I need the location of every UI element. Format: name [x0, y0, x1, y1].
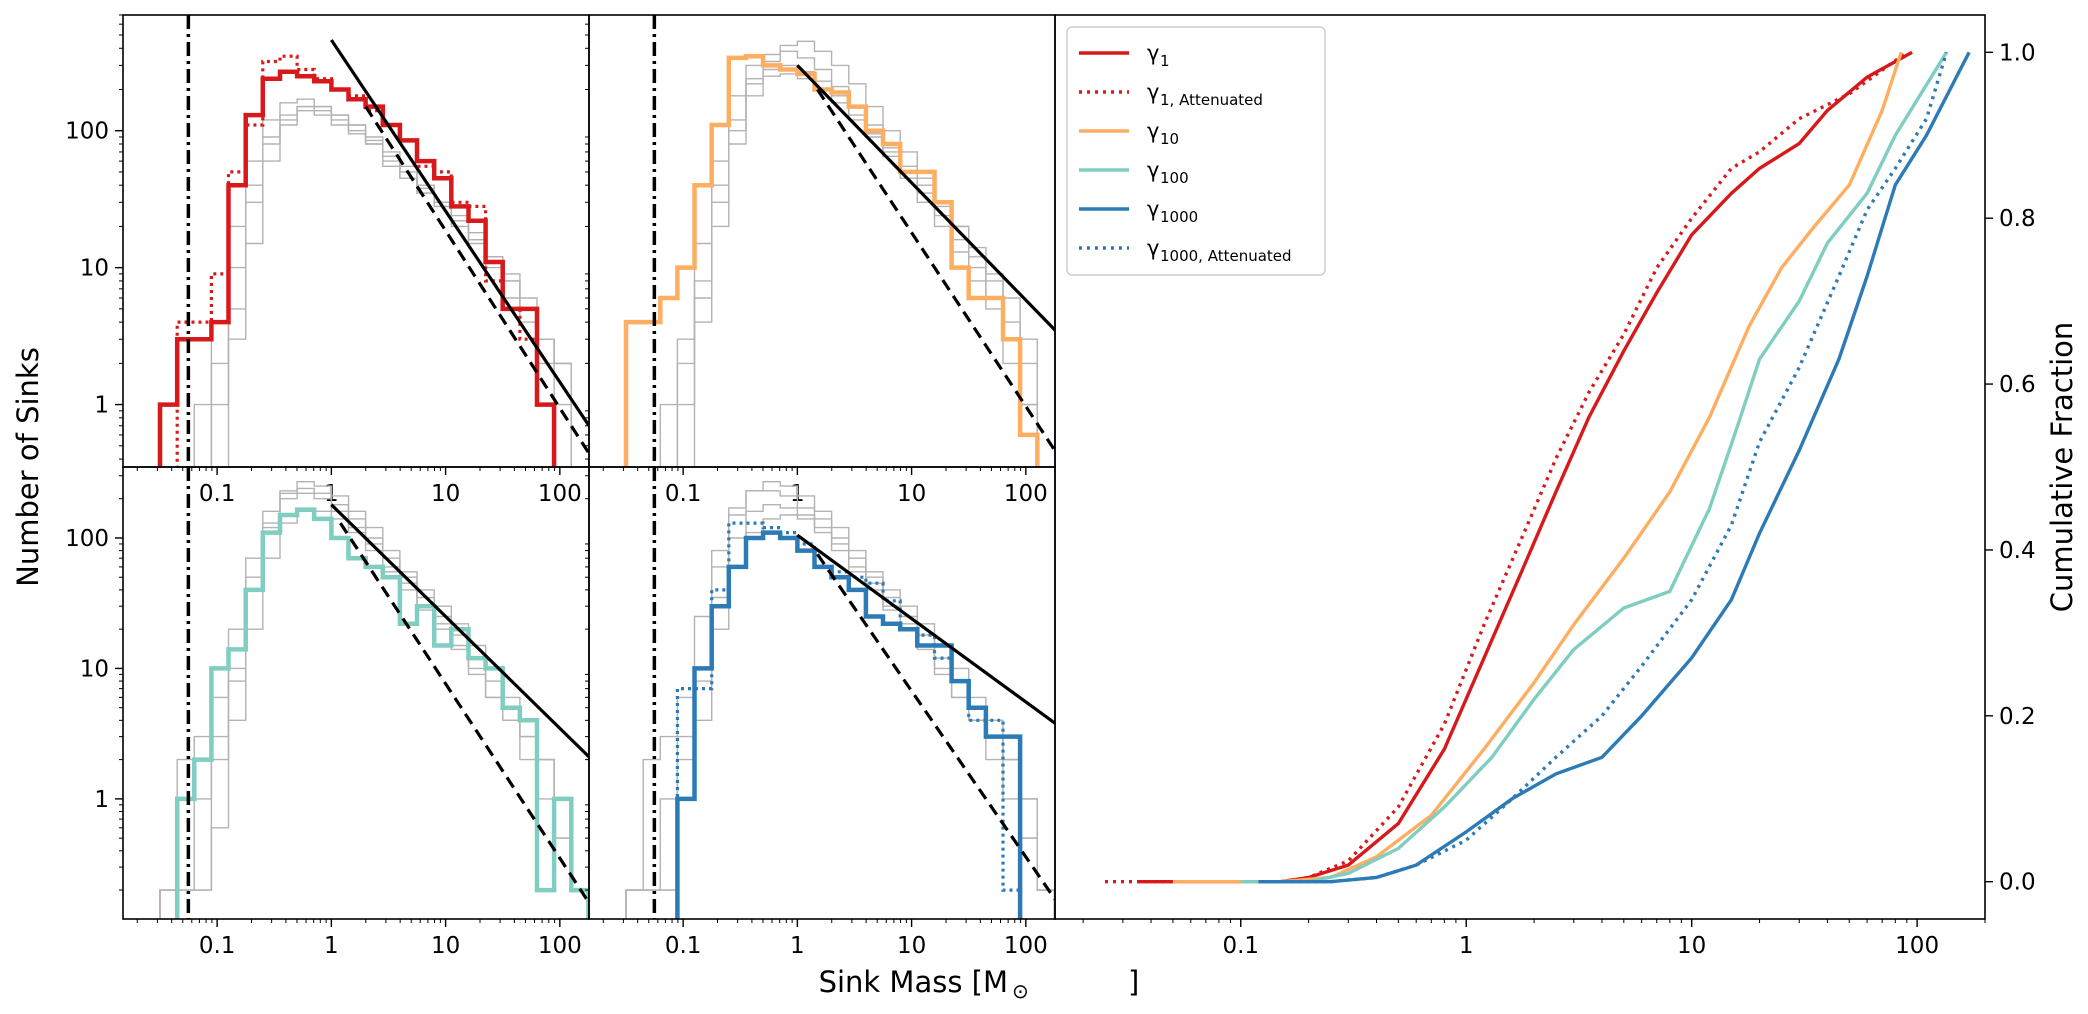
cdf-line-gamma1000	[1258, 51, 1971, 884]
legend-label-sub-gamma10: 10	[1160, 130, 1179, 148]
y-tick-label: 100	[65, 119, 109, 145]
y-tick-label-right: 0.2	[1999, 704, 2036, 730]
legend-label-gamma1: γ	[1147, 41, 1159, 65]
plot-area	[625, 467, 1055, 919]
x-tick-label: 1	[1459, 933, 1474, 959]
y-tick-label-right: 0.4	[1999, 538, 2036, 564]
power-law-fit-dashed	[364, 105, 589, 455]
power-law-fit-solid	[330, 503, 589, 758]
cdf-line-gamma1000_att	[1258, 51, 1949, 884]
y-tick-label: 1	[94, 787, 109, 813]
histogram-gamma1000_att-5	[675, 521, 1022, 919]
panel-bottom-left: 0.1 1 10 100 1 10 100	[65, 466, 590, 959]
panel-bottom-right: 0.1 1 10 100	[585, 466, 1056, 959]
x-tick-label: 10	[431, 933, 460, 959]
cdf-line-gamma1	[1138, 50, 1913, 884]
x-tick-label: 1	[790, 933, 805, 959]
histogram-gamma1-4	[157, 69, 557, 467]
x-axis-label-subscript: ⊙	[1012, 979, 1029, 1003]
y-tick-label-right: 1.0	[1999, 40, 2036, 66]
histogram-grey-1	[193, 98, 572, 467]
y-tick-label-right: 0.8	[1999, 206, 2036, 232]
panel-frame	[588, 466, 1056, 920]
histogram-grey-2	[676, 64, 1038, 467]
histogram-grey-1	[659, 50, 1038, 467]
x-axis-label-close: ]	[1128, 965, 1139, 999]
histogram-gamma10-4	[623, 53, 1040, 467]
histogram-grey-2	[227, 110, 572, 467]
legend-label-sub-gamma1: 1	[1160, 52, 1170, 70]
cdf-line-gamma100	[1240, 51, 1948, 884]
histogram-grey-0	[210, 105, 572, 467]
legend-label-gamma100: γ	[1147, 158, 1159, 182]
plot-area	[159, 467, 589, 919]
power-law-fit-dashed	[816, 88, 1055, 452]
histogram-grey-3	[625, 514, 1055, 919]
y-tick-label: 100	[65, 526, 109, 552]
legend-label-gamma1000_att: γ	[1147, 236, 1159, 260]
panel-right: 0.1 1 10 1000.00.20.40.60.81.0γ 1γ 1, Attenua…	[1054, 14, 2036, 959]
histogram-gamma1000-4	[675, 530, 1023, 919]
y-tick-label: 1	[94, 393, 109, 419]
legend-label-sub-gamma1000_att: 1000, Attenuated	[1160, 247, 1292, 265]
y-tick-label: 10	[80, 256, 109, 282]
legend-label-gamma1000: γ	[1147, 197, 1159, 221]
histogram-grey-1	[159, 487, 589, 919]
x-tick-label: 10	[431, 481, 460, 507]
x-tick-label: 100	[538, 481, 582, 507]
x-tick-label: 100	[538, 933, 582, 959]
histogram-grey-3	[693, 73, 1038, 467]
x-tick-label: 10	[897, 933, 926, 959]
panel-frame	[588, 14, 1056, 468]
x-tick-label: 100	[1004, 481, 1048, 507]
plot-area	[623, 15, 1055, 467]
legend-box	[1066, 26, 1326, 276]
power-law-fit-dashed	[816, 553, 1055, 901]
legend-label-sub-gamma100: 100	[1160, 169, 1189, 187]
x-tick-label: 0.1	[199, 481, 236, 507]
histogram-grey-3	[210, 105, 572, 467]
histogram-grey-1	[625, 490, 1055, 919]
y-tick-label: 10	[80, 656, 109, 682]
power-law-fit-solid	[796, 533, 1055, 725]
cdf-line-gamma10	[1172, 51, 1903, 884]
x-tick-label: 0.1	[665, 933, 702, 959]
x-tick-label: 10	[897, 481, 926, 507]
power-law-fit-solid	[796, 64, 1055, 332]
legend-label-gamma1_att: γ	[1147, 80, 1159, 104]
histogram-grey-0	[625, 481, 1055, 919]
x-tick-label: 100	[1895, 933, 1939, 959]
power-law-fit-dashed	[339, 522, 589, 904]
panel-frame	[1054, 14, 1986, 920]
x-tick-label: 1	[324, 933, 339, 959]
x-tick-label: 100	[1004, 933, 1048, 959]
legend-label-gamma10: γ	[1147, 119, 1159, 143]
histogram-gamma1_att-5	[175, 54, 556, 467]
y-axis-label-right: Cumulative Fraction	[2045, 322, 2079, 613]
histogram-gamma100-4	[174, 507, 589, 919]
plot-area	[157, 15, 589, 467]
y-tick-label-right: 0.6	[1999, 372, 2036, 398]
legend-label-sub-gamma1_att: 1, Attenuated	[1160, 91, 1263, 109]
y-tick-label-right: 0.0	[1999, 870, 2036, 896]
y-axis-label-left: Number of Sinks	[11, 347, 45, 587]
x-tick-label: 0.1	[1222, 933, 1259, 959]
panel-top-right: 0.1 1 10 100	[585, 14, 1056, 507]
histogram-grey-2	[159, 492, 589, 919]
power-law-fit-solid	[330, 39, 589, 427]
x-axis-label: Sink Mass [M	[819, 965, 1008, 999]
legend-label-sub-gamma1000: 1000	[1160, 208, 1198, 226]
panel-frame	[122, 14, 590, 468]
panel-frame	[122, 466, 590, 920]
x-tick-label: 0.1	[199, 933, 236, 959]
x-tick-label: 10	[1677, 933, 1706, 959]
plot-area	[1105, 50, 1971, 884]
x-tick-label: 0.1	[665, 481, 702, 507]
